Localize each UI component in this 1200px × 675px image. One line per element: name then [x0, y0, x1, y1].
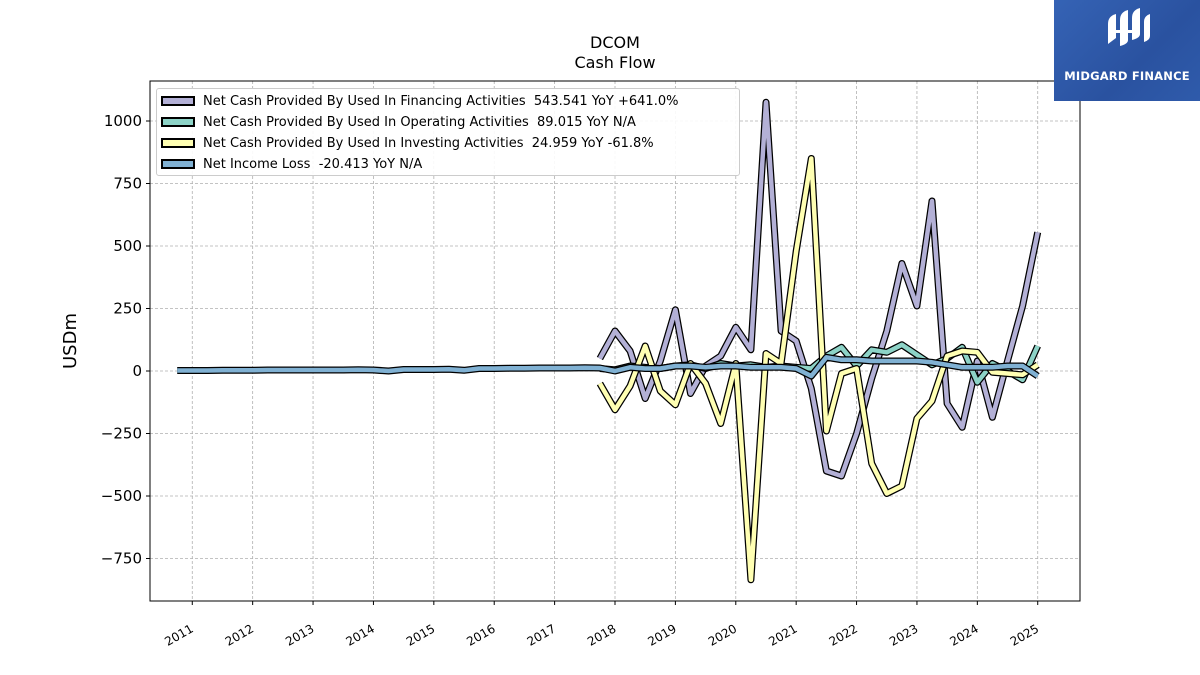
- legend-swatch-net-income: [161, 159, 195, 169]
- y-tick-label: 1000: [104, 112, 142, 130]
- x-tick-label: 2014: [343, 621, 376, 648]
- legend-label-net-income: Net Income Loss -20.413 YoY N/A: [203, 156, 423, 172]
- x-tick-label: 2021: [766, 621, 799, 648]
- x-tick-label: 2012: [223, 621, 256, 648]
- y-tick-label: −250: [101, 425, 142, 443]
- y-tick-label: −750: [101, 550, 142, 568]
- y-tick-label: 750: [113, 175, 142, 193]
- x-tick-label: 2017: [525, 621, 558, 648]
- x-tick-label: 2011: [162, 621, 195, 648]
- legend-label-financing: Net Cash Provided By Used In Financing A…: [203, 93, 679, 109]
- chart-subtitle: Cash Flow: [574, 53, 656, 72]
- legend-swatch-operating: [161, 117, 195, 127]
- midgard-finance-logo: MIDGARD FINANCE: [1054, 0, 1200, 101]
- x-tick-label: 2024: [947, 621, 980, 648]
- series-line-0: [597, 100, 1040, 479]
- legend-item-financing: Net Cash Provided By Used In Financing A…: [161, 92, 678, 110]
- x-tick-label: 2013: [283, 621, 316, 648]
- chart-legend: Net Cash Provided By Used In Financing A…: [156, 88, 740, 176]
- legend-label-investing: Net Cash Provided By Used In Investing A…: [203, 135, 654, 151]
- x-tick-label: 2022: [827, 621, 860, 648]
- x-tick-label: 2020: [706, 621, 739, 648]
- logo-text: MIDGARD FINANCE: [1064, 69, 1190, 83]
- y-tick-label: 250: [113, 300, 142, 318]
- x-tick-label: 2018: [585, 621, 618, 648]
- series-line-2: [597, 156, 1039, 583]
- series-line-3: [177, 355, 1039, 379]
- y-tick-label: −500: [101, 487, 142, 505]
- x-tick-label: 2025: [1008, 621, 1041, 648]
- x-tick-label: 2019: [645, 621, 678, 648]
- y-axis-label: USDm: [60, 313, 81, 369]
- legend-item-operating: Net Cash Provided By Used In Operating A…: [161, 113, 636, 131]
- y-tick-label: 0: [132, 362, 142, 380]
- x-tick-label: 2023: [887, 621, 920, 648]
- legend-item-net-income: Net Income Loss -20.413 YoY N/A: [161, 155, 422, 173]
- x-tick-label: 2015: [404, 621, 437, 648]
- y-tick-label: 500: [113, 237, 142, 255]
- legend-label-operating: Net Cash Provided By Used In Operating A…: [203, 114, 636, 130]
- chart-title: DCOM: [590, 33, 640, 52]
- x-tick-label: 2016: [464, 621, 497, 648]
- legend-item-investing: Net Cash Provided By Used In Investing A…: [161, 134, 654, 152]
- midgard-logo-icon: [1108, 8, 1150, 46]
- legend-swatch-financing: [161, 96, 195, 106]
- legend-swatch-investing: [161, 138, 195, 148]
